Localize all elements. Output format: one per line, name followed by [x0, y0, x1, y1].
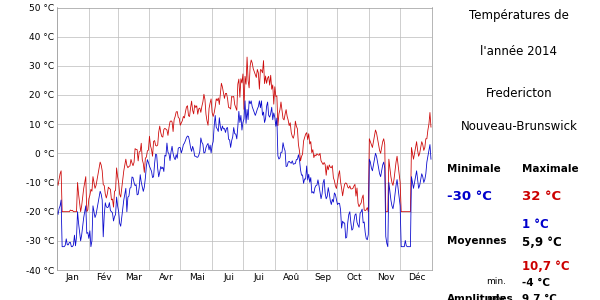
- Text: 1 °C: 1 °C: [522, 218, 549, 230]
- Text: Amplitudes: Amplitudes: [447, 294, 514, 300]
- Text: 5,9 °C: 5,9 °C: [522, 236, 562, 248]
- Text: Moyennes: Moyennes: [447, 236, 506, 245]
- Text: Fredericton: Fredericton: [485, 87, 553, 100]
- Text: min.: min.: [486, 278, 506, 286]
- Text: 10,7 °C: 10,7 °C: [522, 260, 569, 272]
- Text: l'année 2014: l'année 2014: [481, 45, 557, 58]
- Text: Minimale: Minimale: [447, 164, 501, 173]
- Text: 32 °C: 32 °C: [522, 190, 561, 203]
- Text: Températures de: Températures de: [469, 9, 569, 22]
- Text: moy.: moy.: [486, 294, 507, 300]
- Text: Maximale: Maximale: [522, 164, 578, 173]
- Text: 9,7 °C: 9,7 °C: [522, 294, 557, 300]
- Text: Nouveau-Brunswick: Nouveau-Brunswick: [461, 120, 577, 133]
- Text: -4 °C: -4 °C: [522, 278, 550, 287]
- Text: -30 °C: -30 °C: [447, 190, 492, 203]
